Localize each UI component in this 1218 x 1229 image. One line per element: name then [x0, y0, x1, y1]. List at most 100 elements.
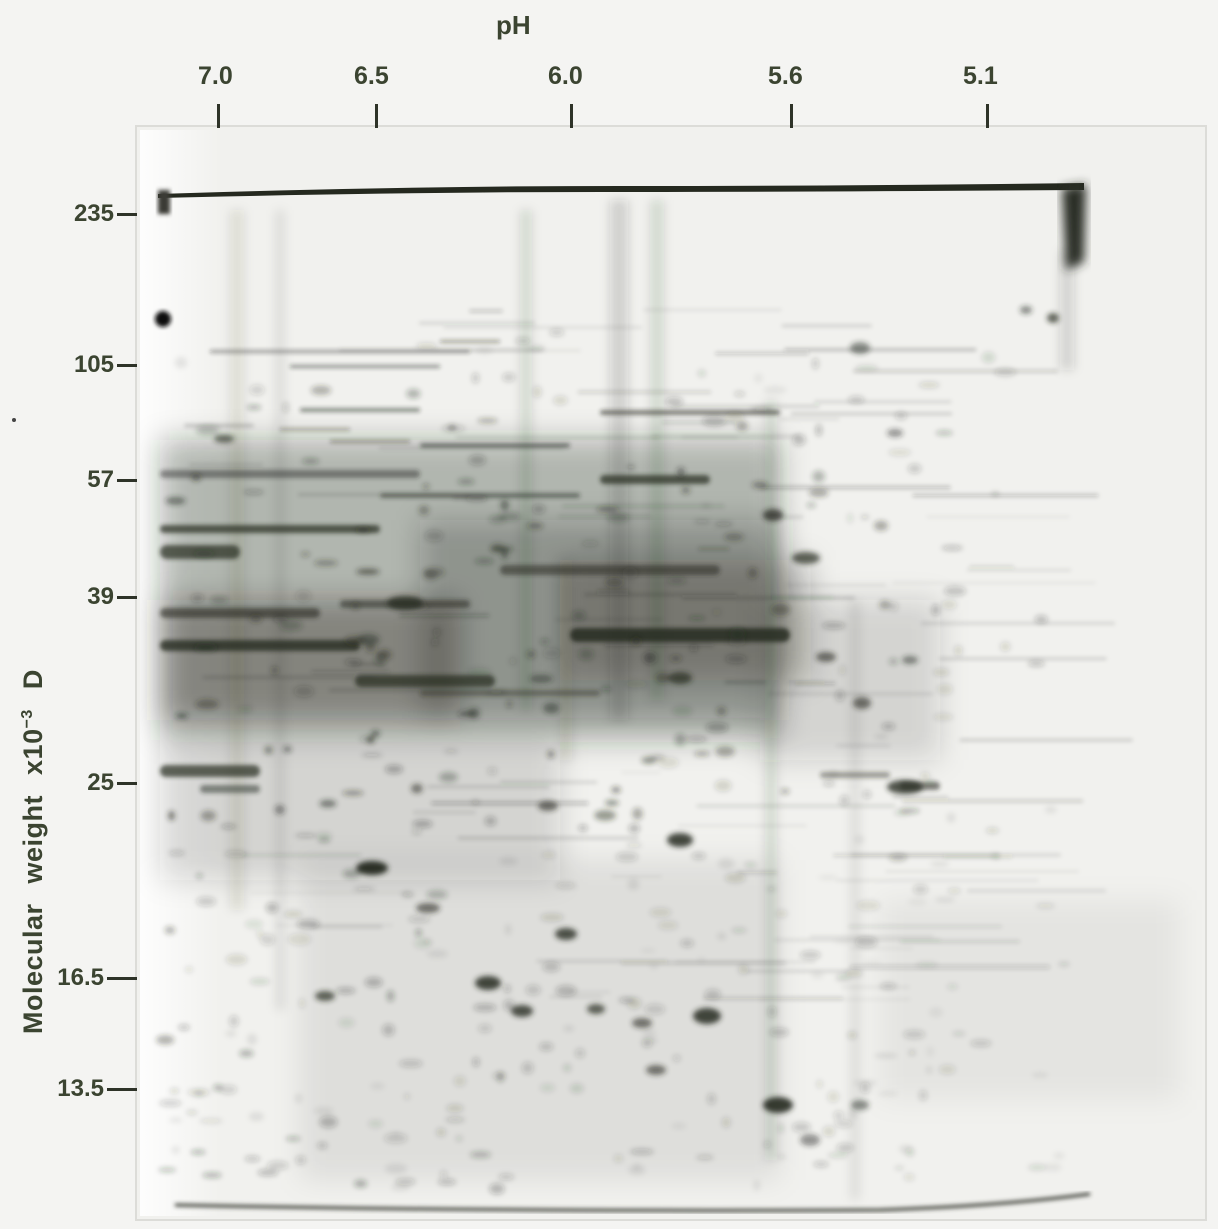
gel-spot	[665, 396, 684, 407]
gel-spot	[862, 790, 872, 799]
gel-spot	[818, 874, 838, 881]
gel-band	[682, 596, 855, 600]
gel-spot	[284, 910, 303, 918]
gel-spot	[403, 1093, 411, 1100]
gel-spot	[806, 502, 816, 508]
gel-spot	[547, 750, 555, 759]
gel-spot	[196, 896, 216, 907]
gel-spot	[908, 1049, 916, 1056]
gel-spot	[712, 608, 721, 616]
gel-haze-region	[880, 900, 1180, 1100]
gel-spot	[933, 668, 950, 677]
gel-spot	[649, 964, 658, 969]
gel-spot	[833, 938, 855, 945]
gel-spot	[946, 812, 956, 823]
gel-spot	[704, 989, 721, 1000]
gel-spot	[835, 689, 845, 702]
gel-spot	[274, 804, 285, 815]
gel-spot	[446, 1104, 464, 1113]
gel-spot	[810, 971, 824, 979]
gel-spot	[399, 1059, 423, 1068]
gel-spot	[672, 706, 693, 717]
ph-tick-label: 5.6	[768, 62, 803, 90]
gel-spot	[247, 404, 262, 410]
gel-band	[160, 640, 360, 651]
gel-spot	[855, 364, 879, 372]
mw-tick-mark	[117, 596, 137, 599]
gel-spot	[314, 1107, 334, 1115]
gel-spot	[680, 939, 694, 948]
gel-band	[440, 340, 500, 343]
gel-spot	[903, 1173, 915, 1182]
gel-spot	[360, 735, 376, 743]
gel-band	[241, 853, 361, 857]
gel-spot	[562, 1063, 572, 1073]
gel-spot	[249, 384, 265, 396]
gel-spot	[902, 656, 918, 664]
gel-band	[577, 390, 711, 394]
gel-band	[651, 435, 800, 438]
gel-spot	[260, 934, 275, 946]
gel-spot	[294, 685, 314, 698]
gel-top-front	[158, 183, 1084, 198]
gel-spot	[693, 1008, 721, 1024]
gel-spot	[249, 614, 263, 623]
gel-spot	[763, 1097, 793, 1113]
gel-spot	[191, 473, 202, 482]
gel-spot	[436, 1127, 446, 1137]
gel-spot	[952, 1031, 966, 1037]
gel-spot	[874, 733, 889, 740]
gel-spot	[298, 998, 305, 1009]
gel-spot	[174, 356, 188, 369]
gel-band	[500, 781, 598, 784]
gel-spot	[319, 1116, 338, 1128]
mw-axis-title-text: Molecular weight x10	[18, 728, 48, 1034]
gel-band	[536, 960, 668, 963]
gel-band	[643, 309, 782, 311]
gel-spot	[478, 1024, 492, 1033]
gel-spot	[422, 483, 430, 490]
gel-spot	[918, 381, 940, 389]
gel-spot	[981, 351, 996, 364]
gel-spot	[487, 767, 498, 775]
gel-spot	[777, 1123, 785, 1134]
gel-spot	[749, 407, 773, 412]
gel-spot	[812, 357, 819, 370]
gel-spot	[731, 927, 747, 934]
gel-spot	[816, 652, 836, 662]
gel-spot	[625, 680, 648, 688]
gel-spot	[667, 833, 693, 847]
gel-spot	[194, 644, 218, 651]
gel-band	[355, 675, 495, 687]
gel-spot	[490, 546, 514, 552]
gel-spot	[500, 499, 510, 511]
gel-spot	[354, 1179, 368, 1188]
gel-spot	[854, 835, 865, 844]
gel-spot	[836, 973, 852, 980]
gel-spot	[714, 521, 733, 527]
gel-spot	[184, 966, 194, 973]
gel-spot	[970, 1039, 992, 1047]
gel-spot	[382, 1024, 395, 1036]
gel-spot	[178, 1024, 190, 1031]
gel-spot	[470, 1151, 491, 1158]
gel-spot	[753, 1179, 761, 1192]
gel-spot	[499, 857, 518, 866]
gel-spot	[929, 861, 950, 867]
gel-band	[419, 321, 535, 325]
gel-spot	[540, 1083, 555, 1093]
gel-spot	[387, 596, 423, 610]
gel-spot	[1034, 615, 1048, 624]
gel-streak	[230, 210, 244, 910]
gel-spot	[532, 504, 546, 514]
gel-spot	[168, 850, 186, 856]
gel-spot	[855, 936, 878, 948]
gel-spot	[941, 545, 963, 551]
gel-band	[300, 408, 420, 412]
gel-spot	[194, 1090, 204, 1096]
gel-spot	[386, 990, 395, 1002]
gel-band	[725, 680, 766, 684]
gel-spot	[539, 1042, 554, 1051]
gel-spot	[244, 919, 264, 929]
gel-spot	[748, 567, 758, 579]
